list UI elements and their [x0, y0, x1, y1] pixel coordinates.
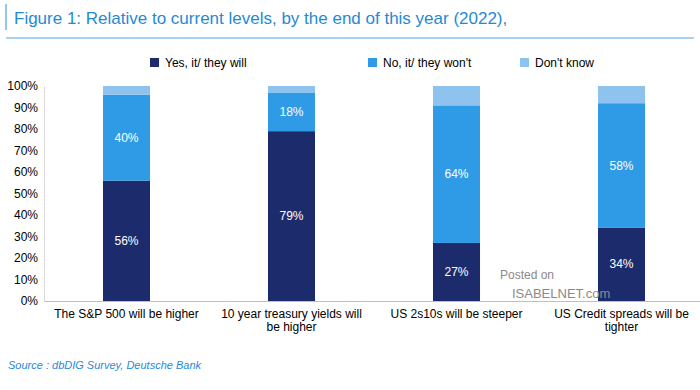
bar-segment	[433, 243, 480, 301]
y-axis: 0% 10% 20% 30% 40% 50% 60% 70% 80% 90% 100%	[7, 79, 44, 308]
x-tick: US 2s10s will be steeper	[390, 301, 522, 321]
y-tick-label: 100%	[7, 79, 38, 93]
legend: Yes, it/ they will No, it/ they won't Don'…	[150, 56, 594, 70]
title: Figure 1: Relative to current levels, by…	[14, 9, 507, 28]
bar-segment	[433, 105, 480, 243]
y-tick: 20%	[14, 251, 44, 265]
x-tick-label-line: US 2s10s will be steeper	[390, 307, 522, 321]
x-tick: 10 year treasury yields willbe higher	[221, 301, 362, 334]
data-label: 18%	[279, 105, 303, 119]
bar-segment	[103, 181, 150, 301]
bars	[103, 86, 645, 301]
x-tick-label: 10 year treasury yields willbe higher	[221, 307, 362, 335]
data-label: 34%	[609, 257, 633, 271]
y-axis-line	[44, 87, 45, 302]
data-label: 56%	[114, 234, 138, 248]
y-tick-label: 50%	[14, 187, 38, 201]
legend-swatch	[368, 58, 377, 67]
bar-segment	[103, 95, 150, 181]
y-tick: 80%	[14, 122, 44, 136]
data-label: 40%	[114, 131, 138, 145]
x-axis-line	[45, 301, 700, 302]
data-label: 79%	[279, 209, 303, 223]
data-label: 58%	[609, 159, 633, 173]
y-tick-label: 80%	[14, 122, 38, 136]
y-tick-label: 70%	[14, 144, 38, 158]
x-tick-label-line: The S&P 500 will be higher	[54, 307, 199, 321]
x-tick-label-line: 10 year treasury yields will	[221, 307, 362, 321]
bar-segment	[433, 86, 480, 105]
y-tick: 90%	[14, 101, 44, 115]
y-tick-label: 10%	[14, 273, 38, 287]
legend-label: No, it/ they won't	[383, 56, 472, 70]
data-labels: 56% 79% 27% 34% 40% 18% 64% 58%	[114, 105, 633, 279]
chart: Figure 1: Relative to current levels, by…	[0, 0, 700, 390]
y-tick: 100%	[7, 79, 44, 93]
x-tick: The S&P 500 will be higher	[54, 301, 199, 321]
x-tick: US Credit spreads will betighter	[554, 301, 689, 334]
y-tick: 50%	[14, 187, 44, 201]
bar-segment	[103, 86, 150, 95]
x-axis: The S&P 500 will be higher 10 year treasu…	[45, 301, 700, 334]
data-label: 27%	[444, 265, 468, 279]
source: Source : dbDIG Survey, Deutsche Bank	[8, 359, 201, 371]
y-tick: 40%	[14, 208, 44, 222]
y-tick-label: 0%	[21, 294, 39, 308]
legend-swatch	[520, 58, 529, 67]
x-tick-label-line: tighter	[605, 320, 638, 334]
y-tick-label: 90%	[14, 101, 38, 115]
bar-segment	[268, 92, 315, 131]
bar-segment	[268, 131, 315, 301]
y-tick-label: 20%	[14, 251, 38, 265]
legend-label: Yes, it/ they will	[165, 56, 247, 70]
bar-segment	[598, 86, 645, 103]
x-tick-label: The S&P 500 will be higher	[54, 307, 199, 321]
data-label: 64%	[444, 167, 468, 181]
y-tick: 30%	[14, 230, 44, 244]
bar-segment	[598, 103, 645, 228]
annotation: Posted on	[500, 268, 554, 282]
y-tick: 10%	[14, 273, 44, 287]
y-tick: 60%	[14, 165, 44, 179]
y-tick-label: 40%	[14, 208, 38, 222]
title-underline	[6, 38, 694, 39]
y-tick: 0%	[21, 294, 44, 308]
x-tick-label: US 2s10s will be steeper	[390, 307, 522, 321]
x-tick-label-line: US Credit spreads will be	[554, 307, 689, 321]
x-tick-label-line: be higher	[266, 320, 316, 334]
legend-swatch	[150, 58, 159, 67]
y-tick-label: 60%	[14, 165, 38, 179]
y-tick-label: 30%	[14, 230, 38, 244]
annotation: ISABELNET.com	[512, 286, 610, 301]
y-tick: 70%	[14, 144, 44, 158]
legend-label: Don't know	[535, 56, 594, 70]
title-rule	[6, 4, 7, 30]
bar-segment	[268, 86, 315, 92]
x-tick-label: US Credit spreads will betighter	[554, 307, 689, 335]
